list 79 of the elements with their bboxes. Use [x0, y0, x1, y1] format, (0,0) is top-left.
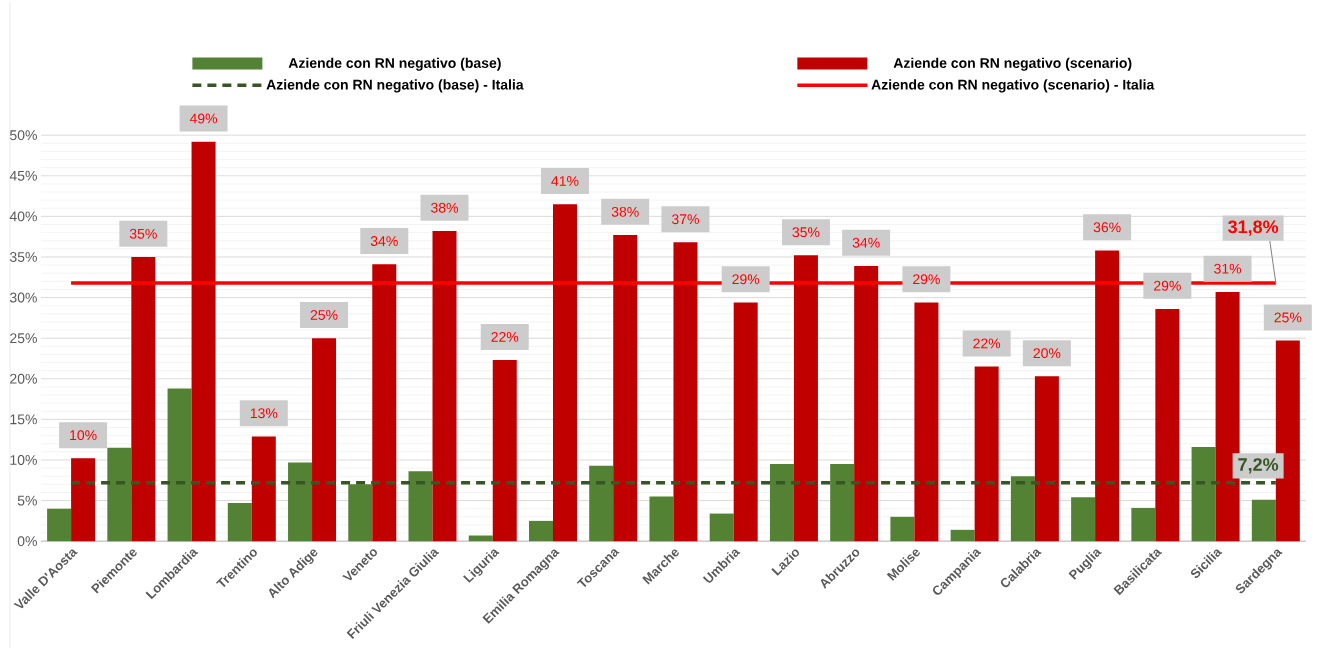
data-label: 35%: [792, 227, 820, 238]
bar: [1071, 497, 1096, 542]
bar: [1034, 376, 1059, 542]
bar: [733, 302, 758, 542]
bar: [890, 516, 915, 542]
bar: [492, 360, 517, 542]
bar: [589, 465, 614, 542]
bar: [1131, 507, 1156, 542]
legend-label: Aziende con RN negativo (scenario) - Italia: [871, 79, 1155, 93]
y-tick-label: 35%: [9, 252, 37, 262]
y-tick-label: 10%: [10, 455, 37, 465]
data-label: 10%: [70, 430, 97, 441]
bar: [167, 388, 192, 542]
bar: [854, 265, 879, 542]
bar: [950, 529, 975, 542]
data-label: 29%: [732, 274, 760, 285]
y-tick-label: 5%: [17, 495, 37, 506]
data-label: 34%: [852, 237, 880, 248]
data-label: 35%: [129, 228, 157, 239]
bar: [288, 462, 313, 542]
legend-label: Aziende con RN negativo (scenario): [893, 57, 1132, 71]
legend-label: Aziende con RN negativo (base) - Italia: [266, 79, 524, 93]
data-label: 22%: [973, 338, 1001, 349]
data-label: 38%: [611, 206, 639, 217]
data-label: 38%: [431, 202, 459, 213]
data-label: 25%: [310, 310, 338, 320]
y-tick-label: 25%: [10, 333, 37, 344]
y-tick-label: 30%: [9, 292, 37, 303]
data-label: 20%: [1033, 348, 1061, 359]
bar: [107, 447, 132, 542]
bar: [131, 256, 156, 542]
data-label: 7,2%: [1238, 458, 1279, 474]
data-label: 37%: [671, 214, 699, 225]
bar: [528, 520, 553, 542]
y-tick-label: 15%: [10, 414, 37, 425]
y-tick-label: 20%: [10, 373, 37, 384]
data-label: 29%: [913, 274, 940, 285]
bar: [649, 496, 674, 542]
data-label: 22%: [491, 331, 519, 342]
data-label: 31,8%: [1227, 220, 1279, 236]
y-tick-label: 50%: [9, 130, 37, 141]
data-label: 36%: [1093, 222, 1121, 233]
bar: [613, 235, 638, 542]
data-label: 31%: [1214, 263, 1242, 274]
bar: [1215, 291, 1240, 542]
bar: [348, 484, 373, 542]
bar: [251, 436, 276, 542]
bar: [793, 255, 818, 542]
bar: [71, 458, 96, 542]
bar: [372, 264, 397, 542]
bar: [974, 366, 999, 542]
bar: [673, 242, 698, 542]
bar: [47, 508, 72, 542]
bar: [830, 464, 855, 542]
bar: [1191, 446, 1216, 542]
y-tick-label: 40%: [9, 211, 37, 222]
data-label: 25%: [1274, 312, 1302, 323]
bar: [227, 503, 252, 542]
bar: [1095, 250, 1120, 542]
bar: [1251, 499, 1276, 542]
legend-label: Aziende con RN negativo (base): [288, 57, 501, 71]
bar: [1010, 476, 1035, 542]
bar: [191, 141, 216, 542]
bar: [709, 513, 734, 542]
bar: [468, 535, 493, 542]
data-label: 41%: [551, 176, 579, 186]
data-label: 29%: [1154, 280, 1181, 291]
bar: [432, 231, 457, 542]
bar: [1155, 308, 1180, 542]
data-label: 49%: [189, 113, 218, 124]
y-tick-label: 0%: [17, 536, 37, 547]
bar: [769, 464, 794, 542]
data-label: 34%: [370, 236, 398, 247]
bar: [552, 204, 577, 542]
y-tick-label: 45%: [9, 170, 37, 181]
bar: [408, 471, 433, 542]
bar: [914, 302, 939, 542]
bar: [312, 338, 337, 542]
data-label: 13%: [250, 408, 278, 419]
